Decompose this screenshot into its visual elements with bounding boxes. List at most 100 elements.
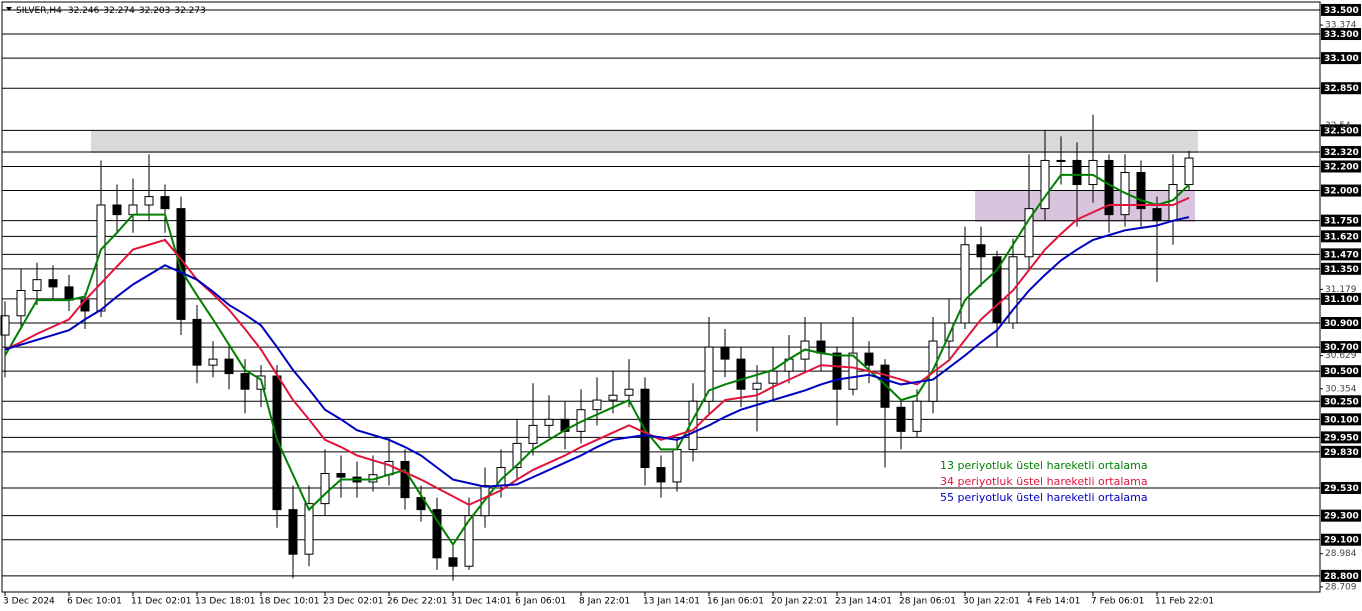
candle-body (1184, 157, 1194, 186)
x-tick-label: 31 Dec 14:01 (451, 597, 512, 607)
level-label: 29.830 (1324, 448, 1359, 458)
y-tick-label: 30.629 (1325, 351, 1357, 361)
candles (0, 114, 1194, 581)
candle-body (192, 318, 202, 366)
ema-line (4, 216, 1190, 488)
candle-body (1168, 184, 1178, 222)
candle-body (704, 346, 714, 402)
x-tick-label: 13 Jan 14:01 (643, 597, 700, 607)
level-label-box (1321, 445, 1361, 458)
level-label: 30.100 (1324, 415, 1359, 425)
level-label-box (1321, 214, 1361, 227)
x-tick-label: 7 Feb 06:01 (1091, 597, 1144, 607)
level-label: 30.700 (1324, 343, 1359, 353)
level-label: 30.250 (1324, 397, 1359, 407)
header-arrow (6, 7, 12, 11)
x-tick-label: 18 Dec 10:01 (259, 597, 320, 607)
level-label: 31.470 (1324, 250, 1359, 260)
level-label: 29.300 (1324, 512, 1359, 522)
candle-body (896, 406, 906, 432)
candle-body (848, 352, 858, 390)
level-label: 30.500 (1324, 367, 1359, 377)
candle-body (96, 204, 106, 312)
candle-body (1088, 159, 1098, 186)
candle-body (288, 509, 298, 555)
level-label-box (1321, 341, 1361, 354)
level-label-box (1321, 52, 1361, 65)
legend-entry: 55 periyotluk üstel hareketli ortalama (940, 491, 1148, 504)
y-tick-label: 28.984 (1325, 549, 1357, 559)
candle-body (336, 473, 346, 478)
level-label-box (1321, 3, 1361, 16)
candle-body (976, 244, 986, 258)
candle-body (752, 382, 762, 390)
candle-body (512, 442, 522, 468)
level-label-box (1321, 533, 1361, 546)
level-label-box (1321, 262, 1361, 275)
level-label: 33.100 (1324, 54, 1359, 64)
candle-body (1152, 208, 1162, 222)
legend-entry: 13 periyotluk üstel hareketli ortalama (940, 459, 1148, 472)
level-label: 32.000 (1324, 187, 1359, 197)
candle-body (880, 364, 890, 408)
candle-body (624, 388, 634, 396)
level-label: 31.350 (1324, 265, 1359, 275)
candle-body (0, 315, 10, 336)
candle-body (16, 289, 26, 317)
level-label: 31.750 (1324, 217, 1359, 227)
level-label: 31.620 (1324, 232, 1359, 242)
level-label-box (1321, 160, 1361, 173)
candle-body (944, 322, 954, 342)
candle-body (272, 375, 282, 511)
level-label-box (1321, 28, 1361, 41)
moving-averages: 13 periyotluk üstel hareketli ortalama 34… (4, 173, 1190, 547)
candle-body (1136, 171, 1146, 210)
candle-body (960, 244, 970, 324)
header-value: 32.274 (103, 6, 135, 16)
level-label-box (1321, 82, 1361, 95)
level-label-box (1321, 292, 1361, 305)
candle-body (720, 346, 730, 360)
level-label-box (1321, 248, 1361, 261)
level-label: 31.100 (1324, 295, 1359, 305)
x-tick-label: 6 Dec 10:01 (67, 597, 122, 607)
x-tick-label: 11 Dec 02:01 (131, 597, 192, 607)
candle-body (992, 256, 1002, 324)
level-label: 32.200 (1324, 162, 1359, 172)
level-label-box (1321, 317, 1361, 330)
level-label-box (1321, 509, 1361, 522)
candle-body (32, 279, 42, 291)
candle-body (400, 460, 410, 499)
candle-body (304, 503, 314, 555)
candle-body (224, 358, 234, 375)
price-zone (975, 190, 1195, 222)
candle-body (608, 394, 618, 401)
candle-body (736, 358, 746, 390)
candle-body (80, 299, 90, 312)
level-label-box (1321, 184, 1361, 197)
legend-entry: 34 periyotluk üstel hareketli ortalama (940, 475, 1148, 488)
candle-body (128, 204, 138, 216)
candle-body (560, 418, 570, 432)
candle-body (768, 370, 778, 384)
level-label: 29.100 (1324, 536, 1359, 546)
level-label-box (1321, 413, 1361, 426)
header-value: 32.246 (68, 6, 100, 16)
x-tick-label: 8 Jan 22:01 (579, 597, 630, 607)
chart-header: SILVER,H4 32.246 32.274 32.203 32.273 (16, 6, 206, 16)
candle-body (816, 340, 826, 354)
x-tick-label: 16 Jan 06:01 (707, 597, 764, 607)
x-tick-label: 23 Jan 14:01 (835, 597, 892, 607)
header-value: 32.203 (139, 6, 171, 16)
x-tick-label: 26 Dec 22:01 (387, 597, 448, 607)
x-tick-label: 11 Feb 22:01 (1155, 597, 1214, 607)
level-label-box (1321, 365, 1361, 378)
level-label: 33.500 (1324, 6, 1359, 16)
candle-body (592, 399, 602, 411)
candle-body (672, 448, 682, 483)
x-tick-label: 30 Jan 22:01 (963, 597, 1020, 607)
x-tick-label: 4 Feb 14:01 (1027, 597, 1080, 607)
